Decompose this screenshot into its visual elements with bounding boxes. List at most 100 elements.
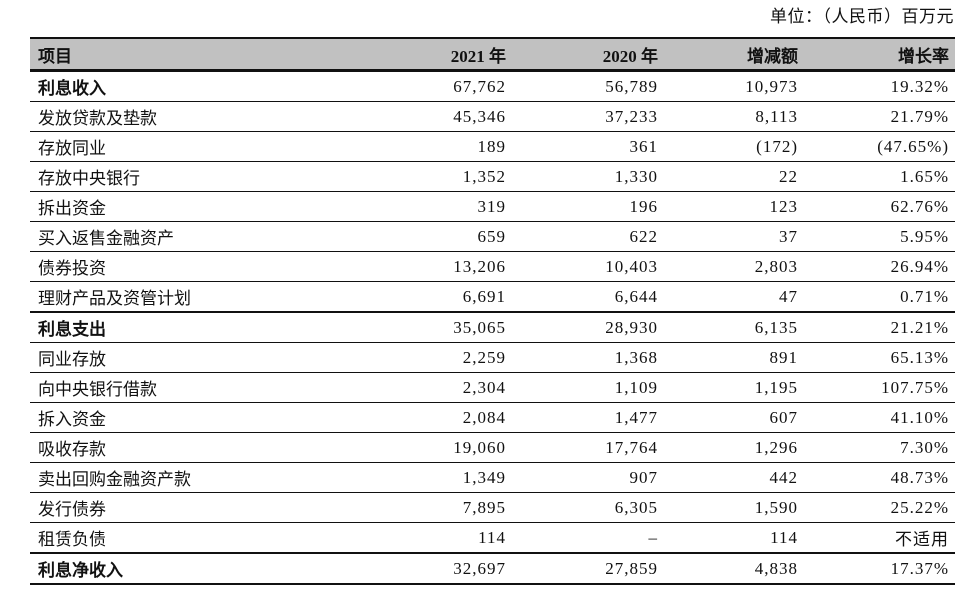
y2020-cell: 907 <box>508 462 660 493</box>
change-cell: 4,838 <box>660 552 800 585</box>
table-row: 存放同业 189 361 (172) (47.65%) <box>30 131 955 162</box>
table-row: 发行债券 7,895 6,305 1,590 25.22% <box>30 492 955 523</box>
table-row: 向中央银行借款 2,304 1,109 1,195 107.75% <box>30 372 955 403</box>
item-cell: 存放中央银行 <box>30 161 360 192</box>
item-cell: 同业存放 <box>30 342 360 373</box>
item-cell: 利息净收入 <box>30 552 360 585</box>
item-cell: 债券投资 <box>30 251 360 282</box>
y2020-cell: – <box>508 522 660 554</box>
y2021-cell: 6,691 <box>360 281 508 313</box>
rate-cell: 不适用 <box>800 522 955 554</box>
change-cell: 37 <box>660 221 800 252</box>
table-row: 拆出资金 319 196 123 62.76% <box>30 191 955 222</box>
y2020-cell: 361 <box>508 131 660 162</box>
table-row: 买入返售金融资产 659 622 37 5.95% <box>30 221 955 252</box>
table-row: 利息收入 67,762 56,789 10,973 19.32% <box>30 70 955 102</box>
rate-cell: 62.76% <box>800 191 955 222</box>
item-cell: 理财产品及资管计划 <box>30 281 360 313</box>
table-header-row: 项目 2021 年 2020 年 增减额 增长率 <box>30 37 955 72</box>
rate-cell: 5.95% <box>800 221 955 252</box>
change-cell: 6,135 <box>660 311 800 343</box>
item-cell: 利息收入 <box>30 70 360 102</box>
y2021-cell: 1,352 <box>360 161 508 192</box>
table-row: 吸收存款 19,060 17,764 1,296 7.30% <box>30 432 955 463</box>
table-row: 存放中央银行 1,352 1,330 22 1.65% <box>30 161 955 192</box>
item-cell: 卖出回购金融资产款 <box>30 462 360 493</box>
item-cell: 存放同业 <box>30 131 360 162</box>
y2021-cell: 659 <box>360 221 508 252</box>
rate-cell: 26.94% <box>800 251 955 282</box>
y2020-cell: 27,859 <box>508 552 660 585</box>
change-cell: 442 <box>660 462 800 493</box>
col-header-change: 增减额 <box>660 37 800 72</box>
y2020-cell: 1,477 <box>508 402 660 433</box>
table-row: 卖出回购金融资产款 1,349 907 442 48.73% <box>30 462 955 493</box>
change-cell: 123 <box>660 191 800 222</box>
y2020-cell: 1,109 <box>508 372 660 403</box>
rate-cell: 1.65% <box>800 161 955 192</box>
y2020-cell: 196 <box>508 191 660 222</box>
change-cell: 891 <box>660 342 800 373</box>
rate-cell: 19.32% <box>800 70 955 102</box>
y2021-cell: 19,060 <box>360 432 508 463</box>
rate-cell: 21.21% <box>800 311 955 343</box>
y2021-cell: 2,084 <box>360 402 508 433</box>
y2021-cell: 13,206 <box>360 251 508 282</box>
change-cell: 10,973 <box>660 70 800 102</box>
rate-cell: 17.37% <box>800 552 955 585</box>
y2020-cell: 622 <box>508 221 660 252</box>
table-body: 利息收入 67,762 56,789 10,973 19.32% 发放贷款及垫款 45,34… <box>30 70 955 585</box>
rate-cell: 48.73% <box>800 462 955 493</box>
unit-label: 单位：（人民币）百万元 <box>770 7 954 26</box>
y2021-cell: 319 <box>360 191 508 222</box>
item-cell: 买入返售金融资产 <box>30 221 360 252</box>
y2021-cell: 32,697 <box>360 552 508 585</box>
y2020-cell: 1,330 <box>508 161 660 192</box>
col-header-2021: 2021 年 <box>360 37 508 72</box>
interest-income-expense-table: 项目 2021 年 2020 年 增减额 增长率 利息收入 67,762 56,78… <box>30 37 955 585</box>
rate-cell: 7.30% <box>800 432 955 463</box>
table-row: 同业存放 2,259 1,368 891 65.13% <box>30 342 955 373</box>
change-cell: (172) <box>660 131 800 162</box>
y2020-cell: 37,233 <box>508 101 660 132</box>
change-cell: 1,296 <box>660 432 800 463</box>
y2020-cell: 10,403 <box>508 251 660 282</box>
change-cell: 8,113 <box>660 101 800 132</box>
table-row: 租赁负债 114–114 不适用 <box>30 522 955 554</box>
y2021-cell: 35,065 <box>360 311 508 343</box>
change-cell: 1,590 <box>660 492 800 523</box>
table-row: 利息净收入 32,697 27,859 4,838 17.37% <box>30 552 955 585</box>
y2020-cell: 56,789 <box>508 70 660 102</box>
y2021-cell: 7,895 <box>360 492 508 523</box>
y2020-cell: 6,305 <box>508 492 660 523</box>
change-cell: 2,803 <box>660 251 800 282</box>
y2020-cell: 6,644 <box>508 281 660 313</box>
table-row: 利息支出 35,065 28,930 6,135 21.21% <box>30 311 955 343</box>
col-header-item: 项目 <box>30 37 360 72</box>
table-row: 债券投资 13,206 10,403 2,803 26.94% <box>30 251 955 282</box>
rate-cell: (47.65%) <box>800 131 955 162</box>
rate-cell: 25.22% <box>800 492 955 523</box>
change-cell: 1,195 <box>660 372 800 403</box>
col-header-2020: 2020 年 <box>508 37 660 72</box>
item-cell: 租赁负债 <box>30 522 360 554</box>
y2021-cell: 189 <box>360 131 508 162</box>
table-row: 拆入资金 2,084 1,477 607 41.10% <box>30 402 955 433</box>
table-row: 理财产品及资管计划 6,691 6,644 47 0.71% <box>30 281 955 313</box>
item-cell: 发放贷款及垫款 <box>30 101 360 132</box>
rate-cell: 41.10% <box>800 402 955 433</box>
item-cell: 发行债券 <box>30 492 360 523</box>
item-cell: 向中央银行借款 <box>30 372 360 403</box>
rate-cell: 0.71% <box>800 281 955 313</box>
item-cell: 吸收存款 <box>30 432 360 463</box>
change-cell: 114 <box>660 522 800 554</box>
y2021-cell: 1,349 <box>360 462 508 493</box>
rate-cell: 107.75% <box>800 372 955 403</box>
y2021-cell: 67,762 <box>360 70 508 102</box>
y2020-cell: 1,368 <box>508 342 660 373</box>
y2021-cell: 2,259 <box>360 342 508 373</box>
table-row: 发放贷款及垫款 45,346 37,233 8,113 21.79% <box>30 101 955 132</box>
rate-cell: 21.79% <box>800 101 955 132</box>
rate-cell: 65.13% <box>800 342 955 373</box>
